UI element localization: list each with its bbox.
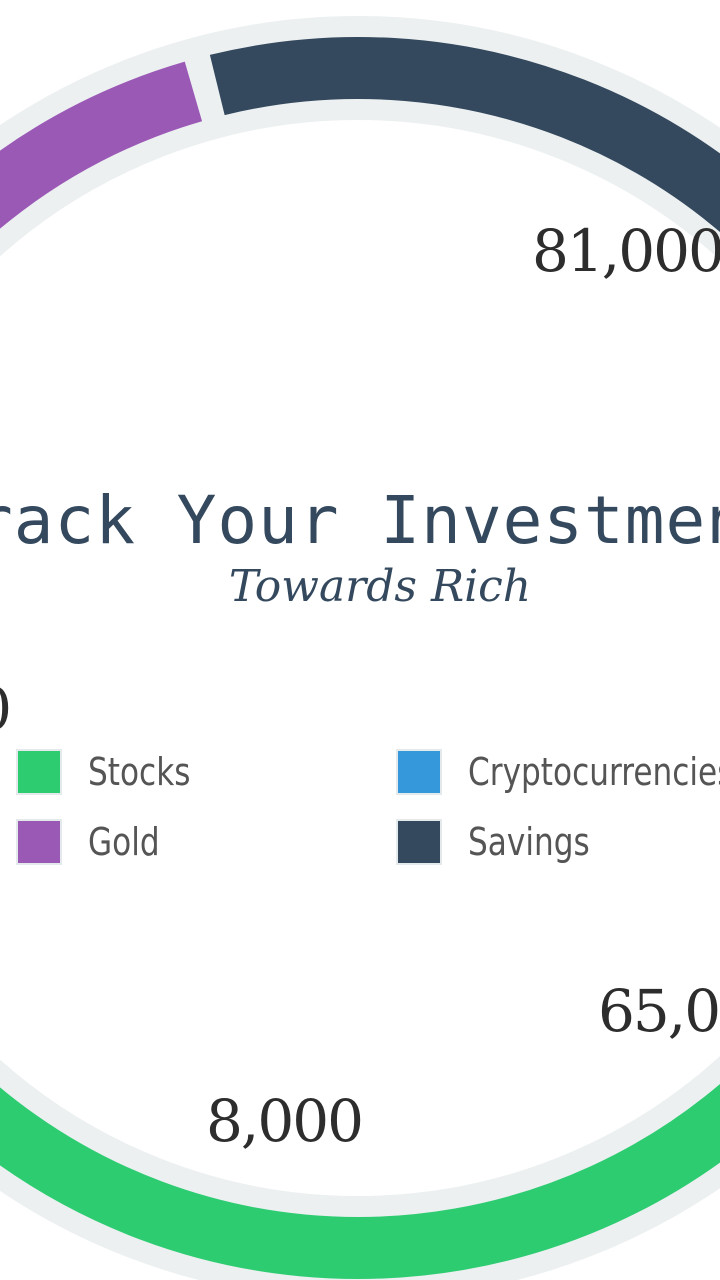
legend-item-cryptocurrencies[interactable]: Cryptocurrencies: [396, 748, 720, 796]
legend-item-gold[interactable]: Gold: [16, 818, 175, 866]
slice-label-stocks: 65,000: [598, 977, 720, 1045]
legend-swatch-savings: [396, 819, 442, 865]
chart-title: Track Your Investment: [0, 482, 720, 559]
legend-label-savings: Savings: [468, 820, 590, 864]
chart-subtitle: Towards Rich: [228, 561, 532, 612]
legend-item-stocks[interactable]: Stocks: [16, 748, 213, 796]
slice-label-gold: 50,000: [0, 680, 12, 738]
slice-stocks[interactable]: [0, 940, 720, 1279]
legend-swatch-cryptocurrencies: [396, 749, 442, 795]
legend-label-stocks: Stocks: [88, 750, 191, 794]
legend-swatch-gold: [16, 819, 62, 865]
legend-swatch-stocks: [16, 749, 62, 795]
legend-label-cryptocurrencies: Cryptocurrencies: [468, 750, 720, 794]
legend-label-gold: Gold: [88, 820, 160, 864]
donut-slices: [0, 37, 720, 1279]
slice-gold[interactable]: [0, 61, 203, 781]
slice-label-cryptocurrencies: 8,000: [206, 1087, 364, 1155]
slice-savings[interactable]: [209, 37, 720, 1011]
legend-item-savings[interactable]: Savings: [396, 818, 616, 866]
slice-label-savings: 81,000: [532, 217, 720, 285]
